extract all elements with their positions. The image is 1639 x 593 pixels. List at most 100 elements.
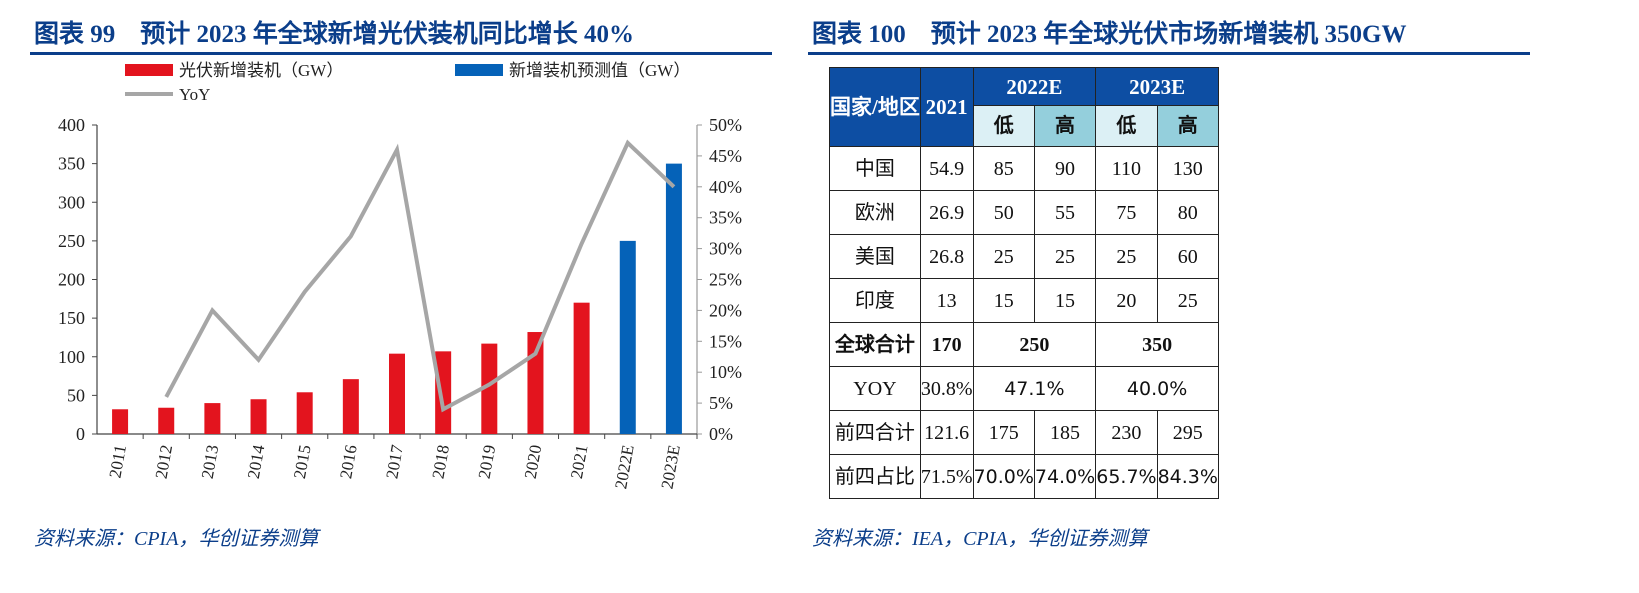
row-label: 美国 [829, 234, 921, 279]
y-tick-label: 200 [58, 270, 85, 290]
x-tick-label: 2023E [657, 443, 683, 490]
x-tick-label: 2018 [428, 443, 453, 480]
cell: 84.3% [1156, 454, 1219, 499]
bar-2022E [619, 240, 636, 434]
y-tick-label: 400 [58, 115, 85, 135]
row-label: 印度 [829, 278, 921, 323]
y2-tick-label: 5% [709, 393, 733, 413]
y2-tick-label: 30% [709, 239, 742, 259]
cell: 25 [1095, 234, 1158, 279]
cell: 110 [1095, 146, 1158, 191]
cell: 121.6 [919, 410, 974, 455]
cell: 185 [1033, 410, 1097, 455]
cell: 47.1% [972, 366, 1097, 411]
y-tick-label: 350 [58, 154, 85, 174]
bar-2021 [573, 302, 590, 434]
table-row-yoy: YOY 30.8% 47.1% 40.0% [829, 366, 1219, 411]
y-tick-label: 250 [58, 231, 85, 251]
cell: 65.7% [1095, 454, 1158, 499]
legend-label: YoY [179, 85, 210, 104]
cell: 54.9 [919, 146, 974, 191]
table-row: 美国 26.8 25 25 25 60 [829, 234, 1219, 279]
x-tick-label: 2019 [475, 443, 500, 480]
chart-source: 资料来源：CPIA，华创证券测算 [34, 528, 319, 550]
table-title: 图表 100 预计 2023 年全球光伏市场新增装机 350GW [812, 21, 1407, 48]
bar-2019 [481, 343, 498, 434]
cell: 30.8% [919, 366, 974, 411]
cell: 25 [1156, 278, 1219, 323]
y2-tick-label: 15% [709, 331, 742, 351]
legend-label: 新增装机预测值（GW） [509, 61, 690, 80]
cell: 15 [1033, 278, 1097, 323]
bar-2018 [435, 351, 452, 434]
table-row: 前四占比 71.5% 70.0% 74.0% 65.7% 84.3% [829, 454, 1219, 499]
bar-2011 [112, 409, 129, 434]
row-label: 中国 [829, 146, 921, 191]
chart-title: 图表 99 预计 2023 年全球新增光伏装机同比增长 40% [34, 21, 635, 48]
header-2023e: 2023E [1095, 67, 1219, 106]
cell: 250 [972, 322, 1097, 367]
header-high: 高 [1033, 105, 1097, 147]
bar-2020 [527, 332, 544, 434]
cell: 60 [1156, 234, 1219, 279]
cell: 40.0% [1095, 366, 1219, 411]
y2-tick-label: 0% [709, 424, 733, 444]
row-label: YOY [829, 366, 921, 411]
header-region: 国家/地区 [829, 67, 921, 147]
cell: 20 [1095, 278, 1158, 323]
legend-swatch [455, 64, 503, 76]
y2-tick-label: 20% [709, 300, 742, 320]
cell: 13 [919, 278, 974, 323]
cell: 74.0% [1033, 454, 1097, 499]
header-high: 高 [1156, 105, 1219, 147]
cell: 26.8 [919, 234, 974, 279]
bar-2012 [158, 407, 175, 434]
table-row: 前四合计 121.6 175 185 230 295 [829, 410, 1219, 455]
bar-2015 [296, 392, 313, 434]
x-tick-label: 2011 [106, 443, 131, 479]
x-tick-label: 2022E [611, 443, 637, 490]
y2-tick-label: 25% [709, 270, 742, 290]
x-tick-label: 2016 [336, 443, 361, 480]
header-low: 低 [1095, 105, 1158, 147]
table-source: 资料来源：IEA，CPIA，华创证券测算 [812, 528, 1148, 550]
row-label: 全球合计 [829, 322, 921, 367]
x-tick-label: 2020 [521, 443, 546, 480]
x-tick-label: 2013 [198, 443, 223, 480]
cell: 175 [972, 410, 1035, 455]
row-label: 前四占比 [829, 454, 921, 499]
cell: 55 [1033, 190, 1097, 235]
yoy-line [164, 139, 676, 413]
table-row: 欧洲 26.9 50 55 75 80 [829, 190, 1219, 235]
bar-2017 [389, 353, 405, 434]
cell: 50 [972, 190, 1035, 235]
header-low: 低 [972, 105, 1035, 147]
y2-tick-label: 45% [709, 146, 742, 166]
cell: 26.9 [919, 190, 974, 235]
header-2022e: 2022E [972, 67, 1097, 106]
cell: 350 [1095, 322, 1219, 367]
bar-line-chart: 0 50 100 150 200 250 300 350 400 0% 5% 10% 15% 20% 25%… [58, 61, 742, 490]
cell: 170 [919, 322, 974, 367]
cell: 230 [1095, 410, 1158, 455]
x-tick-label: 2012 [152, 443, 177, 480]
y-tick-label: 300 [58, 192, 85, 212]
bar-2013 [204, 403, 221, 434]
x-tick-label: 2015 [290, 443, 315, 480]
row-label: 欧洲 [829, 190, 921, 235]
table-row: 中国 54.9 85 90 110 130 [829, 146, 1219, 191]
cell: 295 [1156, 410, 1219, 455]
y-tick-label: 50 [67, 385, 85, 405]
cell: 71.5% [919, 454, 974, 499]
y2-tick-label: 40% [709, 177, 742, 197]
bar-2016 [342, 379, 359, 434]
title-divider [30, 52, 772, 55]
cell: 70.0% [972, 454, 1035, 499]
cell: 80 [1156, 190, 1219, 235]
install-table: 国家/地区 2021 2022E 2023E 低 高 低 高 中国 54.9 85 9… [829, 67, 1219, 499]
legend-swatch [125, 64, 173, 76]
row-label: 前四合计 [829, 410, 921, 455]
x-tick-label: 2014 [244, 443, 269, 480]
cell: 130 [1156, 146, 1219, 191]
x-tick-label: 2017 [382, 443, 407, 480]
